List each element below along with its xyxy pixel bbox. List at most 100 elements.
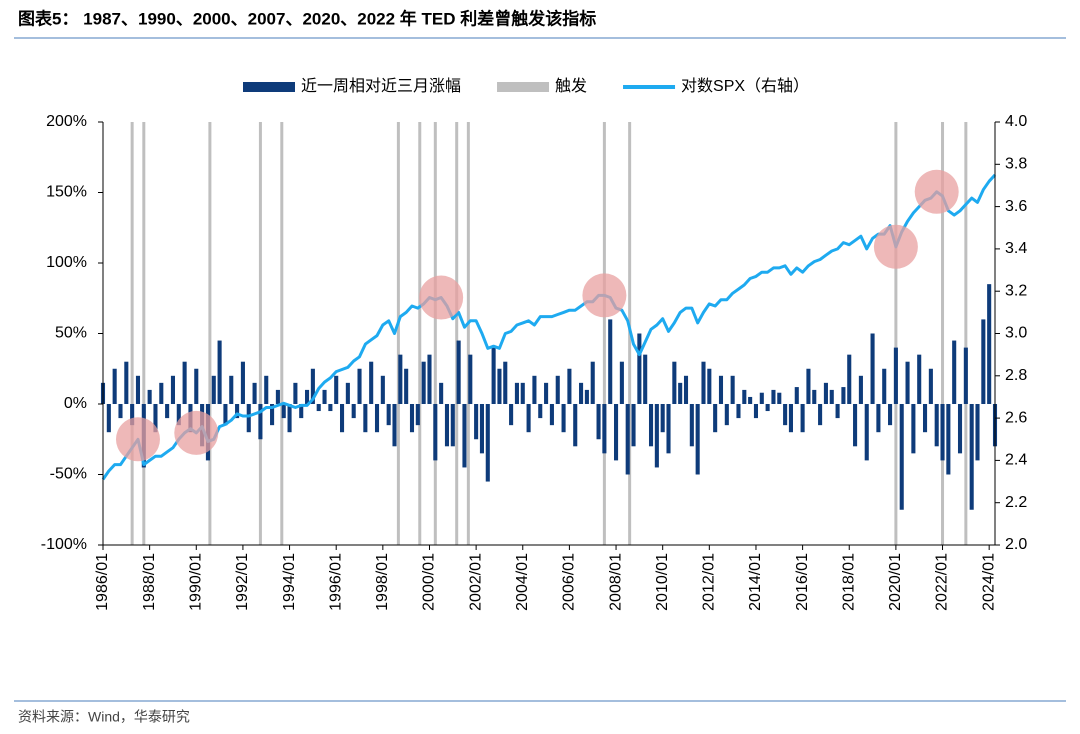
bar [398, 354, 403, 404]
bar [753, 404, 759, 419]
bar [672, 361, 677, 404]
bar [922, 404, 928, 433]
trigger-band [130, 122, 134, 545]
bar [514, 382, 519, 404]
bar [252, 382, 257, 404]
x-tick-label: 1998/01 [374, 553, 391, 611]
y-tick-label: -50% [50, 466, 87, 483]
x-tick-label: 2004/01 [514, 553, 531, 611]
highlight-circle [582, 273, 627, 318]
highlight-circle [115, 417, 160, 462]
bar [724, 404, 729, 426]
trigger-band [396, 122, 400, 545]
bar [497, 368, 502, 404]
bar [707, 368, 712, 404]
bar [392, 404, 397, 447]
bar [893, 347, 898, 404]
bar [847, 354, 852, 404]
bar [648, 404, 654, 447]
trigger-band [455, 122, 459, 545]
bar [305, 389, 310, 404]
spx-line [101, 173, 997, 481]
bar [485, 404, 490, 482]
bar [404, 368, 409, 404]
bar [625, 404, 630, 475]
bar [159, 382, 164, 404]
bar [427, 354, 432, 404]
bar [310, 368, 315, 404]
bar [339, 404, 345, 433]
bar [957, 404, 963, 454]
chart-title: 图表5： 1987、1990、2000、2007、2020、2022 年 TED… [18, 8, 596, 28]
bar [444, 404, 450, 447]
bar [981, 319, 986, 404]
bar [462, 404, 467, 468]
bar [194, 368, 199, 404]
x-tick-label: 2024/01 [980, 553, 997, 611]
bar [468, 354, 473, 404]
bar [631, 404, 636, 447]
bar [369, 361, 374, 404]
bar [963, 347, 968, 404]
bar [771, 389, 776, 404]
bar [345, 382, 350, 404]
bar [503, 361, 508, 404]
x-tick-label: 2014/01 [747, 553, 764, 611]
trigger-band [142, 122, 146, 545]
y2-tick-label: 2.8 [1005, 367, 1027, 384]
highlight-circle [419, 275, 464, 320]
highlight-circle [914, 169, 959, 214]
x-tick-label: 2010/01 [654, 553, 671, 611]
legend-label: 近一周相对近三月涨幅 [301, 77, 461, 95]
x-tick-label: 2022/01 [934, 553, 951, 611]
x-tick-label: 1986/01 [94, 553, 111, 611]
bar [695, 404, 700, 475]
bar [124, 361, 129, 404]
bar [619, 361, 624, 404]
bar [561, 404, 566, 433]
bar [788, 404, 793, 433]
bar [602, 404, 607, 454]
bar [818, 404, 823, 426]
bar [882, 368, 887, 404]
bar [584, 389, 589, 404]
bar [777, 392, 782, 404]
y-tick-label: -100% [41, 536, 87, 553]
x-tick-label: 2008/01 [607, 553, 624, 611]
y-tick-label: 0% [64, 395, 87, 412]
bar [940, 404, 945, 461]
bar [211, 375, 216, 404]
bar [917, 354, 922, 404]
bar [322, 389, 327, 404]
y2-tick-label: 3.8 [1005, 156, 1027, 173]
bar [841, 387, 846, 404]
bar [969, 404, 974, 510]
bar [742, 389, 747, 404]
source: 资料来源：Wind，华泰研究 [18, 709, 190, 725]
x-tick-label: 2020/01 [887, 553, 904, 611]
bar [538, 404, 543, 419]
bar [456, 340, 461, 404]
bar [479, 404, 484, 454]
bar [240, 361, 245, 404]
bar [421, 361, 426, 404]
bar [637, 333, 642, 404]
y-tick-label: 50% [55, 325, 87, 342]
bar [409, 404, 415, 433]
bar [812, 389, 817, 404]
bar [450, 404, 455, 447]
y2-tick-label: 3.4 [1005, 240, 1027, 257]
bar [176, 404, 181, 426]
bar [299, 404, 304, 419]
x-tick-label: 2000/01 [421, 553, 438, 611]
bar [683, 375, 689, 404]
bar [374, 404, 380, 433]
x-tick-label: 1988/01 [141, 553, 158, 611]
bar [736, 404, 741, 419]
y-tick-label: 100% [46, 254, 87, 271]
bar [590, 361, 595, 404]
bar [386, 404, 391, 426]
trigger-band [602, 122, 606, 545]
trigger-band [433, 122, 437, 545]
